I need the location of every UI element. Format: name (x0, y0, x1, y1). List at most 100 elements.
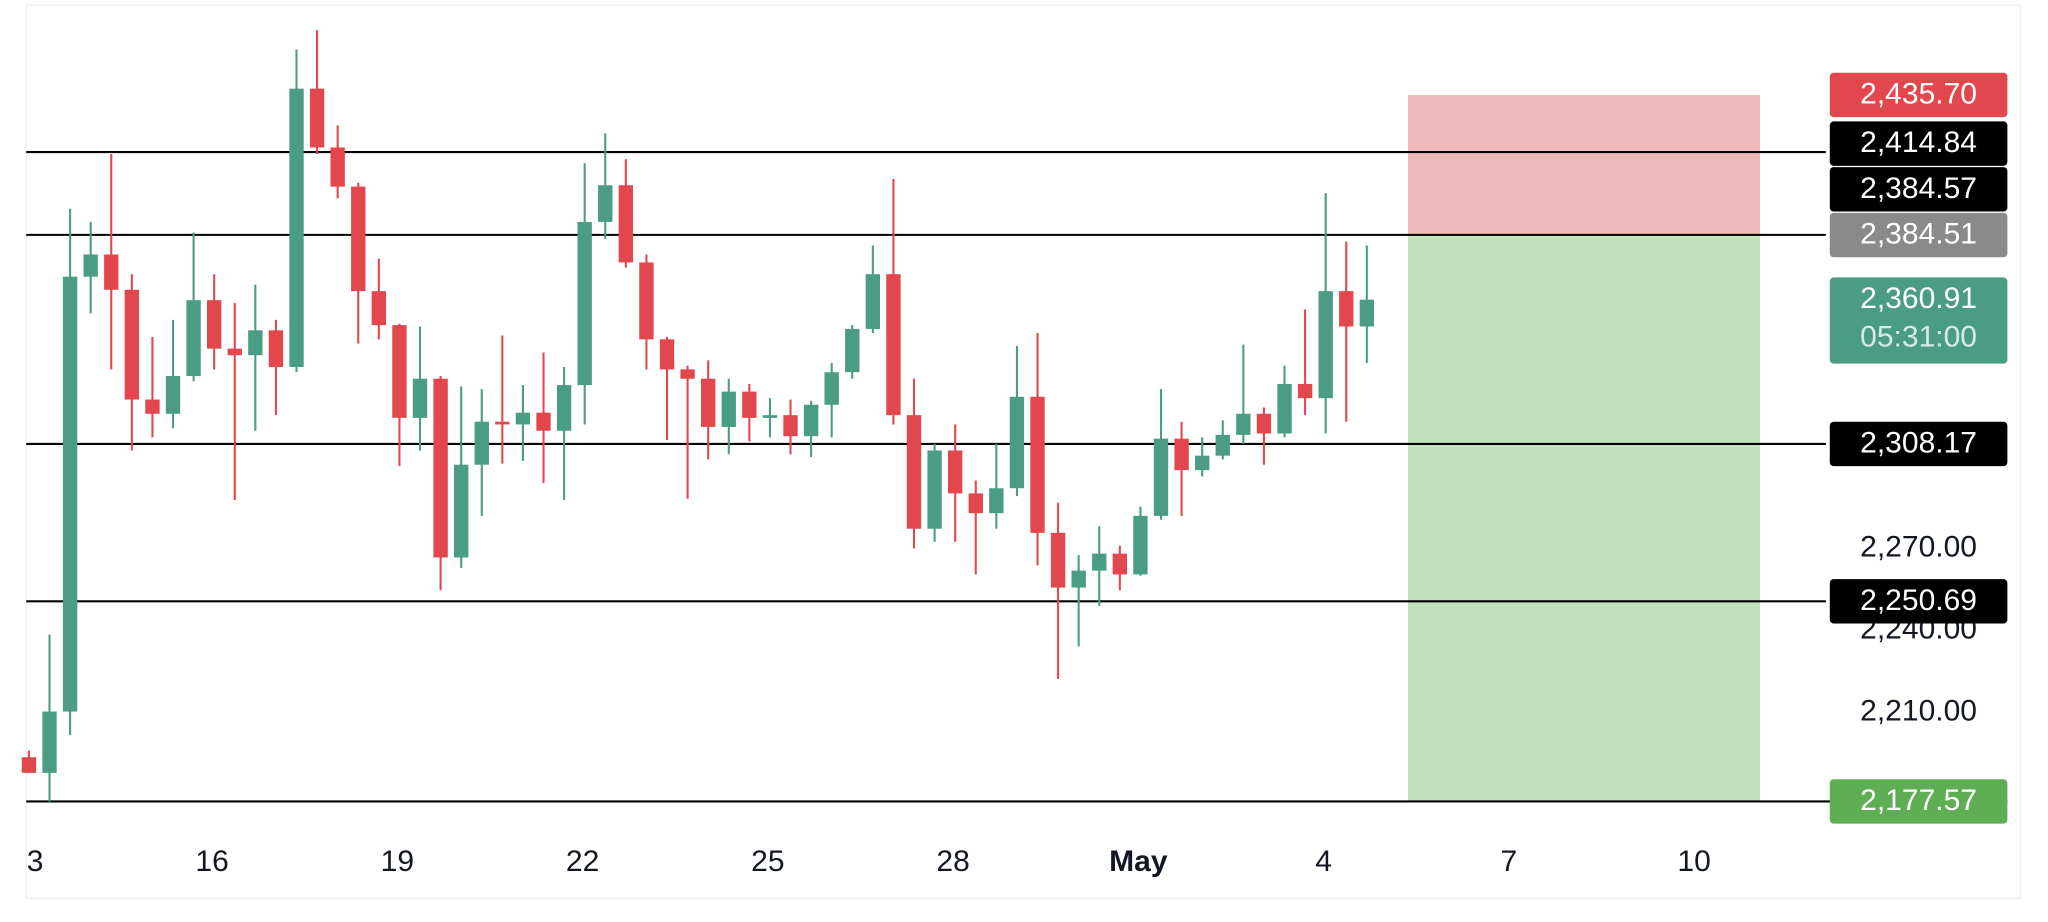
candle-body (906, 415, 922, 529)
candle-body (1092, 553, 1107, 571)
price-label-box (1829, 212, 2008, 258)
candle-body (289, 88, 304, 367)
candle-body (165, 376, 181, 414)
price-label-box (1829, 421, 2008, 467)
candle-body (886, 274, 901, 416)
candle-body (21, 757, 37, 773)
candle-body (762, 415, 778, 418)
candle-body (515, 412, 531, 425)
x-tick-label: 25 (751, 845, 784, 878)
price-label-text: 2,414.84 (1860, 126, 1977, 159)
candle-body (865, 274, 881, 329)
candle-body (618, 185, 634, 263)
x-tick-label: 7 (1501, 845, 1518, 878)
x-tick-label: 19 (381, 845, 414, 878)
candle-body (824, 372, 839, 405)
price-label-text: 2,250.69 (1860, 584, 1977, 617)
candle-body (659, 339, 675, 370)
candle-body (248, 330, 263, 356)
price-label-box (1829, 121, 2008, 166)
candle-body (206, 300, 222, 349)
x-tick-label: 16 (195, 845, 228, 878)
candle-body (227, 348, 242, 356)
x-tick-label: 3 (27, 845, 44, 878)
price-label-text: 2,177.57 (1860, 784, 1977, 817)
candle-body (1215, 434, 1230, 456)
candle-body (947, 450, 963, 494)
candle-body (1256, 413, 1272, 434)
price-label-text: 2,360.91 (1860, 282, 1977, 315)
candle-body (62, 276, 78, 712)
candle-body (42, 711, 57, 773)
candle-body (1030, 396, 1045, 533)
candle-body (927, 450, 942, 529)
candle-body (700, 378, 716, 427)
price-label: 2,384.51 (1829, 212, 2008, 258)
candle-body (145, 399, 160, 414)
candle-body (351, 186, 366, 292)
candle-body (268, 330, 284, 367)
candle-body (1339, 291, 1354, 327)
candle-body (1236, 413, 1251, 435)
candle-body (989, 488, 1004, 514)
price-label-box (1829, 277, 2008, 364)
candle-body (412, 378, 428, 418)
price-label: 2,308.17 (1829, 421, 2008, 467)
profit-zone (1408, 235, 1760, 802)
x-tick-label: 10 (1677, 845, 1710, 878)
candle-body (783, 415, 798, 437)
price-label: 2,177.57 (1829, 779, 2008, 824)
price-label: 2,360.91 05:31:00 (1829, 277, 2008, 364)
price-label-box (1829, 167, 2008, 212)
price-label: 2,414.84 (1829, 121, 2008, 166)
x-tick-label: 4 (1315, 845, 1332, 878)
candle-body (330, 147, 345, 187)
x-tick-label: May (1109, 845, 1168, 878)
candle-body (1071, 570, 1086, 588)
candle-body (742, 391, 757, 418)
candle-body (433, 378, 448, 558)
candle-body (1318, 291, 1333, 399)
price-label: 2,435.70 (1829, 72, 2008, 118)
candle-body (1112, 553, 1128, 575)
price-label: 2,250.69 (1829, 579, 2008, 624)
price-label-box (1829, 579, 2008, 624)
x-tick-label: 22 (566, 845, 599, 878)
candle-body (1297, 383, 1313, 399)
candle-body (1050, 532, 1066, 588)
price-label: 2,384.57 (1829, 167, 2008, 212)
candle-body (1009, 396, 1025, 489)
price-label-box (1829, 72, 2008, 118)
candle-body (309, 88, 325, 148)
candle-body (1359, 299, 1375, 327)
price-label-text: 2,384.51 (1860, 218, 1977, 251)
candle-body (474, 421, 489, 465)
candle-body (845, 328, 860, 373)
loss-zone (1408, 94, 1760, 236)
candle-body (495, 421, 510, 425)
candle-body (83, 254, 98, 277)
candle-body (577, 221, 592, 386)
y-tick-label: 2,270.00 (1860, 530, 1977, 563)
candle-body (639, 262, 654, 340)
candle-body (680, 369, 695, 379)
candle-body (1153, 438, 1169, 516)
candle-body (1133, 515, 1148, 575)
candle-body (124, 289, 140, 400)
price-label-text: 2,308.17 (1860, 427, 1977, 460)
price-label-box (1829, 779, 2008, 824)
price-label-text: 2,384.57 (1860, 172, 1977, 205)
candle-body (453, 464, 469, 558)
candle-body (803, 404, 819, 437)
candle-body (968, 493, 983, 514)
candle-body (1277, 383, 1292, 434)
candle-body (371, 291, 387, 326)
candle-body (556, 385, 572, 431)
price-label-text: 2,435.70 (1860, 78, 1977, 111)
candle-body (598, 185, 613, 222)
candle-body (186, 300, 201, 377)
candle-body (721, 391, 736, 427)
countdown-text: 05:31:00 (1860, 321, 1977, 354)
